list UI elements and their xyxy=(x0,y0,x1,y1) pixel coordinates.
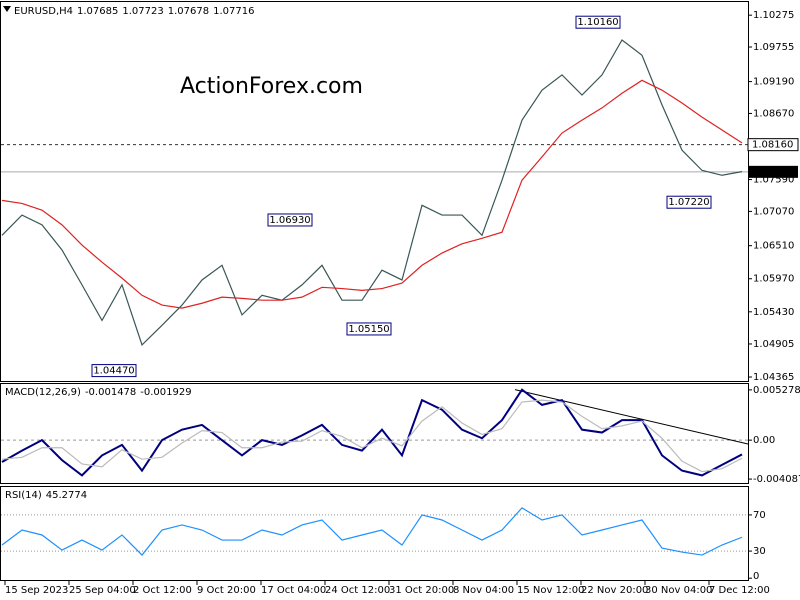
annotation-label: 1.10160 xyxy=(577,17,618,28)
reading: 45.2774 xyxy=(46,490,87,501)
y-tick-label: 30 xyxy=(753,546,766,557)
x-tick-label: 8 Nov 04:00 xyxy=(453,585,514,596)
series-line xyxy=(1,388,743,477)
x-tick-label: 31 Oct 20:00 xyxy=(389,585,454,596)
y-tick-label: 1.06510 xyxy=(753,241,794,252)
annotation-box xyxy=(346,322,392,336)
price-tag-label: 1.07716 xyxy=(752,167,793,178)
ohlc: 1.07723 xyxy=(122,6,163,17)
x-tick-label: 7 Dec 12:00 xyxy=(709,585,770,596)
price-tag xyxy=(748,165,798,178)
annotation-label: 1.05150 xyxy=(348,324,389,335)
ohlc: 1.07678 xyxy=(168,6,209,17)
annotation-box xyxy=(91,364,137,378)
annotation-label: 1.06930 xyxy=(269,215,310,226)
y-tick-label: 0 xyxy=(753,571,759,582)
annotation-label: 1.07220 xyxy=(668,197,709,208)
series-line xyxy=(1,39,743,346)
level-label: 1.08160 xyxy=(752,140,793,151)
x-tick-label: 2 Oct 12:00 xyxy=(133,585,192,596)
y-tick-label: 1.09755 xyxy=(753,42,794,53)
y-tick-label: 1.07070 xyxy=(753,206,794,217)
level-tag xyxy=(747,138,799,152)
y-tick-label: 1.05970 xyxy=(753,274,794,285)
trendline xyxy=(514,389,749,445)
watermark: ActionForex.com xyxy=(180,74,363,99)
annotation-box xyxy=(267,213,313,227)
y-tick-label: -0.004087 xyxy=(753,474,800,485)
series-line xyxy=(1,79,743,309)
x-tick-label: 25 Sep 04:00 xyxy=(69,585,136,596)
rsi-panel xyxy=(0,486,749,581)
reading: -0.001929 xyxy=(140,387,191,398)
reading: -0.001478 xyxy=(85,387,136,398)
rsi-title: RSI(14) xyxy=(5,490,42,501)
x-tick-label: 30 Nov 04:00 xyxy=(645,585,712,596)
menu-icon xyxy=(3,6,11,12)
y-tick-label: 0.00 xyxy=(753,435,775,446)
y-tick-label: 1.09190 xyxy=(753,77,794,88)
x-tick-label: 15 Sep 2023 xyxy=(5,585,68,596)
symbol: EURUSD,H4 xyxy=(14,6,73,17)
ohlc: 1.07716 xyxy=(213,6,254,17)
y-tick-label: 70 xyxy=(753,510,766,521)
price-panel xyxy=(0,1,749,382)
x-tick-label: 17 Oct 04:00 xyxy=(261,585,326,596)
y-tick-label: 0.005278 xyxy=(753,385,800,396)
ohlc: 1.07685 xyxy=(77,6,118,17)
macd-panel xyxy=(0,383,749,484)
y-tick-label: 1.05430 xyxy=(753,307,794,318)
y-tick-label: 1.07590 xyxy=(753,175,794,186)
y-tick-label: 1.04365 xyxy=(753,372,794,383)
y-tick-label: 1.04905 xyxy=(753,339,794,350)
y-tick-label: 1.08670 xyxy=(753,108,794,119)
x-tick-label: 22 Nov 20:00 xyxy=(581,585,648,596)
series-line xyxy=(1,399,743,473)
x-tick-label: 15 Nov 12:00 xyxy=(517,585,584,596)
x-tick-label: 9 Oct 20:00 xyxy=(197,585,256,596)
y-tick-label: 1.10275 xyxy=(753,10,794,21)
x-tick-label: 24 Oct 12:00 xyxy=(325,585,390,596)
macd-header: MACD(12,26,9) -0.001478 -0.001929 xyxy=(5,387,192,398)
annotation-label: 1.04470 xyxy=(93,366,134,377)
rsi-header: RSI(14) 45.2774 xyxy=(5,490,87,501)
series-line xyxy=(1,507,743,556)
annotation-box xyxy=(575,15,621,29)
annotation-box xyxy=(666,195,712,209)
macd-title: MACD(12,26,9) xyxy=(5,387,81,398)
price-header: EURUSD,H4 1.07685 1.07723 1.07678 1.07716 xyxy=(14,6,254,17)
